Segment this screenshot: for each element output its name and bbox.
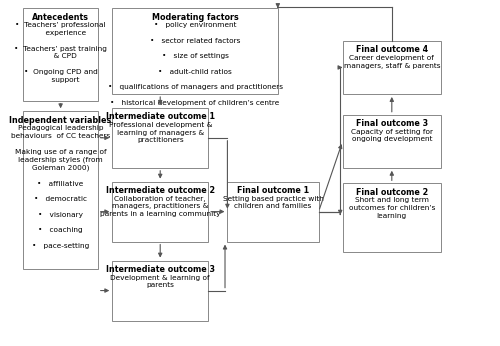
Text: Final outcome 4: Final outcome 4 — [356, 45, 428, 54]
Text: •   policy environment

•   sector related factors

•   size of settings

•   ad: • policy environment • sector related fa… — [108, 22, 282, 106]
FancyBboxPatch shape — [112, 182, 208, 242]
Text: Intermediate outcome 3: Intermediate outcome 3 — [106, 265, 214, 274]
Text: Career development of
managers, staff & parents: Career development of managers, staff & … — [344, 55, 440, 69]
FancyBboxPatch shape — [342, 183, 441, 252]
FancyBboxPatch shape — [342, 41, 441, 94]
Text: Capacity of setting for
ongoing development: Capacity of setting for ongoing developm… — [351, 129, 433, 143]
FancyBboxPatch shape — [228, 182, 318, 242]
Text: Antecedents: Antecedents — [32, 13, 89, 22]
Text: Final outcome 2: Final outcome 2 — [356, 188, 428, 197]
Text: •  Teachers’ professional
    experience

•  Teachers’ past training
    & CPD

: • Teachers’ professional experience • Te… — [14, 22, 107, 83]
Text: Moderating factors: Moderating factors — [152, 13, 238, 22]
Text: Intermediate outcome 1: Intermediate outcome 1 — [106, 112, 214, 121]
FancyBboxPatch shape — [112, 8, 278, 94]
Text: Independent variables: Independent variables — [10, 116, 112, 125]
Text: Intermediate outcome 2: Intermediate outcome 2 — [106, 186, 215, 195]
Text: Short and long term
outcomes for children’s
learning: Short and long term outcomes for childre… — [348, 197, 435, 219]
Text: Final outcome 3: Final outcome 3 — [356, 119, 428, 128]
FancyBboxPatch shape — [342, 115, 441, 168]
Text: Development & learning of
parents: Development & learning of parents — [110, 275, 210, 288]
FancyBboxPatch shape — [24, 111, 98, 269]
Text: Final outcome 1: Final outcome 1 — [237, 186, 309, 195]
Text: Setting based practice with
children and families: Setting based practice with children and… — [222, 195, 324, 209]
Text: Pedagogical leadership
behaviours  of CC teachers

Making use of a range of
lead: Pedagogical leadership behaviours of CC … — [11, 125, 110, 248]
Text: Collaboration of teacher,
managers, practitioners &
parents in a learning commun: Collaboration of teacher, managers, prac… — [100, 195, 220, 217]
FancyBboxPatch shape — [24, 8, 98, 101]
FancyBboxPatch shape — [112, 108, 208, 168]
Text: Professional development &
learning of managers &
practitioners: Professional development & learning of m… — [108, 122, 212, 143]
FancyBboxPatch shape — [112, 261, 208, 321]
